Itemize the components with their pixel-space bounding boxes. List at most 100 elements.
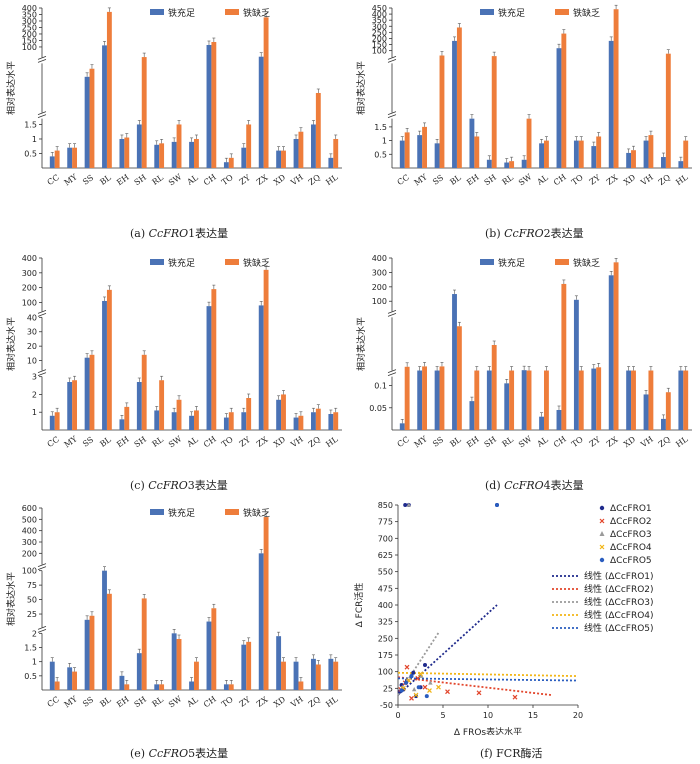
bar-sufficient-SH [136,124,142,168]
y-tick-label: 150 [372,41,387,50]
bar-deficient-MY [422,126,427,168]
x-tick-label: AL [185,435,201,450]
bar-deficient-ZX [613,9,619,168]
bar-sufficient-EH [119,419,125,430]
bar-sufficient-EH [119,138,125,168]
bar-deficient-CC [404,132,410,168]
trendline-fro3 [397,632,440,696]
bar-sufficient-TO [573,140,579,168]
y-tick-label: 850 [378,501,393,510]
bar-sufficient-ZX [258,305,264,430]
bar-sufficient-RL [154,144,160,168]
y-axis-label: 相对表达水平 [355,317,367,371]
bar-sufficient-ZQ [311,124,316,168]
point-fro4 [427,688,432,693]
y-tick-label: 1.5 [24,644,37,653]
x-tick-label: ZY [238,695,253,709]
axis-break [37,309,47,314]
point-fro5 [495,503,499,507]
x-tick-label: 0 [395,711,400,720]
bar-deficient-CH [211,289,217,430]
legend-label-deficient: 铁缺乏 [573,257,600,269]
bar-sufficient-RL [504,383,510,430]
x-tick-label: ZX [605,435,620,449]
bar-sufficient-MY [67,382,73,430]
x-tick-label: 5 [440,711,445,720]
y-tick-label: 200 [22,549,37,558]
point-fro1 [403,503,408,507]
bar-sufficient-RL [154,410,160,430]
y-tick-label: 550 [378,568,393,577]
x-tick-label: SS [81,173,95,187]
axis-break [37,372,47,377]
bar-deficient-RL [159,380,165,430]
bar-sufficient-HL [328,414,334,430]
legend-label-deficient: 铁缺乏 [243,507,270,519]
caption-e: (e) CcFRO5表达量 [130,747,229,760]
bar-sufficient-SW [521,159,527,168]
y-tick-label: 300 [22,269,37,278]
x-tick-label: VH [638,435,654,450]
bar-sufficient-TO [223,162,229,168]
x-tick-label: SW [167,172,184,188]
bar-sufficient-BL [102,300,107,430]
bar-deficient-ZQ [315,92,321,168]
legend-marker-fro1 [599,505,605,511]
y-tick-label: 400 [22,254,37,263]
y-tick-label: 2 [32,390,37,399]
bar-deficient-TO [578,370,584,430]
x-tick-label: ZX [255,173,270,187]
y-tick-label: 25 [27,610,37,619]
bar-deficient-EH [124,137,130,168]
bar-deficient-RL [509,161,515,168]
bar-sufficient-ZQ [311,658,316,690]
x-tick-label: BL [98,173,113,187]
legend-trend-label-fro3: 线性 (ΔCcFRO3) [584,596,654,608]
bar-sufficient-CH [206,45,212,168]
bar-deficient-ZY [596,136,602,168]
caption-d: (d) CcFRO4表达量 [485,479,584,492]
bar-sufficient-ZQ [661,418,666,430]
x-tick-label: EH [465,435,481,450]
x-tick-label: CH [552,172,568,187]
panel-d: 0.05 0.1 100 200 300 400 相对表达水平 CC MY SS BL EH SH RL S… [350,250,700,475]
bar-sufficient-SS [434,143,440,168]
x-tick-label: CC [46,173,61,187]
bar-sufficient-EH [119,675,125,690]
axis-break [37,111,47,116]
x-tick-label: ZX [255,435,270,449]
legend-swatch-sufficient [480,9,494,15]
legend-swatch-deficient [555,259,569,265]
panel-f: 0 5 10 15 20 -50 25 100 175 250 325 400 475 550 625 700… [350,495,700,738]
x-tick-label: XD [622,435,637,449]
trendline-fro2 [397,676,552,696]
bar-sufficient-HL [678,161,684,168]
bar-deficient-AL [194,410,199,430]
x-tick-label: ZX [605,173,620,187]
bar-sufficient-ZY [591,146,597,168]
bar-deficient-ZX [263,269,269,430]
y-tick-label: 0.5 [24,672,37,681]
bar-sufficient-SS [434,370,440,430]
bar-sufficient-HL [678,370,684,430]
bar-deficient-XD [281,394,286,430]
bar-sufficient-VH [643,140,649,168]
point-fro4 [436,684,441,690]
y-tick-label: 1.5 [374,123,387,132]
legend-label-sufficient: 铁充足 [168,507,195,519]
x-tick-label: ZQ [307,173,322,188]
bar-deficient-SS [439,55,445,168]
axis-break [387,114,397,119]
y-tick-label: -50 [380,701,393,710]
point-fro5 [399,688,404,693]
x-tick-label: SH [133,173,148,188]
point-fro2 [445,689,450,695]
legend-swatch-sufficient [150,259,164,265]
y-tick-label: 175 [378,651,393,660]
point-fro2 [512,694,518,700]
bar-deficient-CH [211,42,217,168]
legend-swatch-deficient [225,509,239,515]
bar-deficient-CC [404,366,410,430]
bar-deficient-XD [281,150,286,168]
y-tick-label: 700 [378,534,393,543]
